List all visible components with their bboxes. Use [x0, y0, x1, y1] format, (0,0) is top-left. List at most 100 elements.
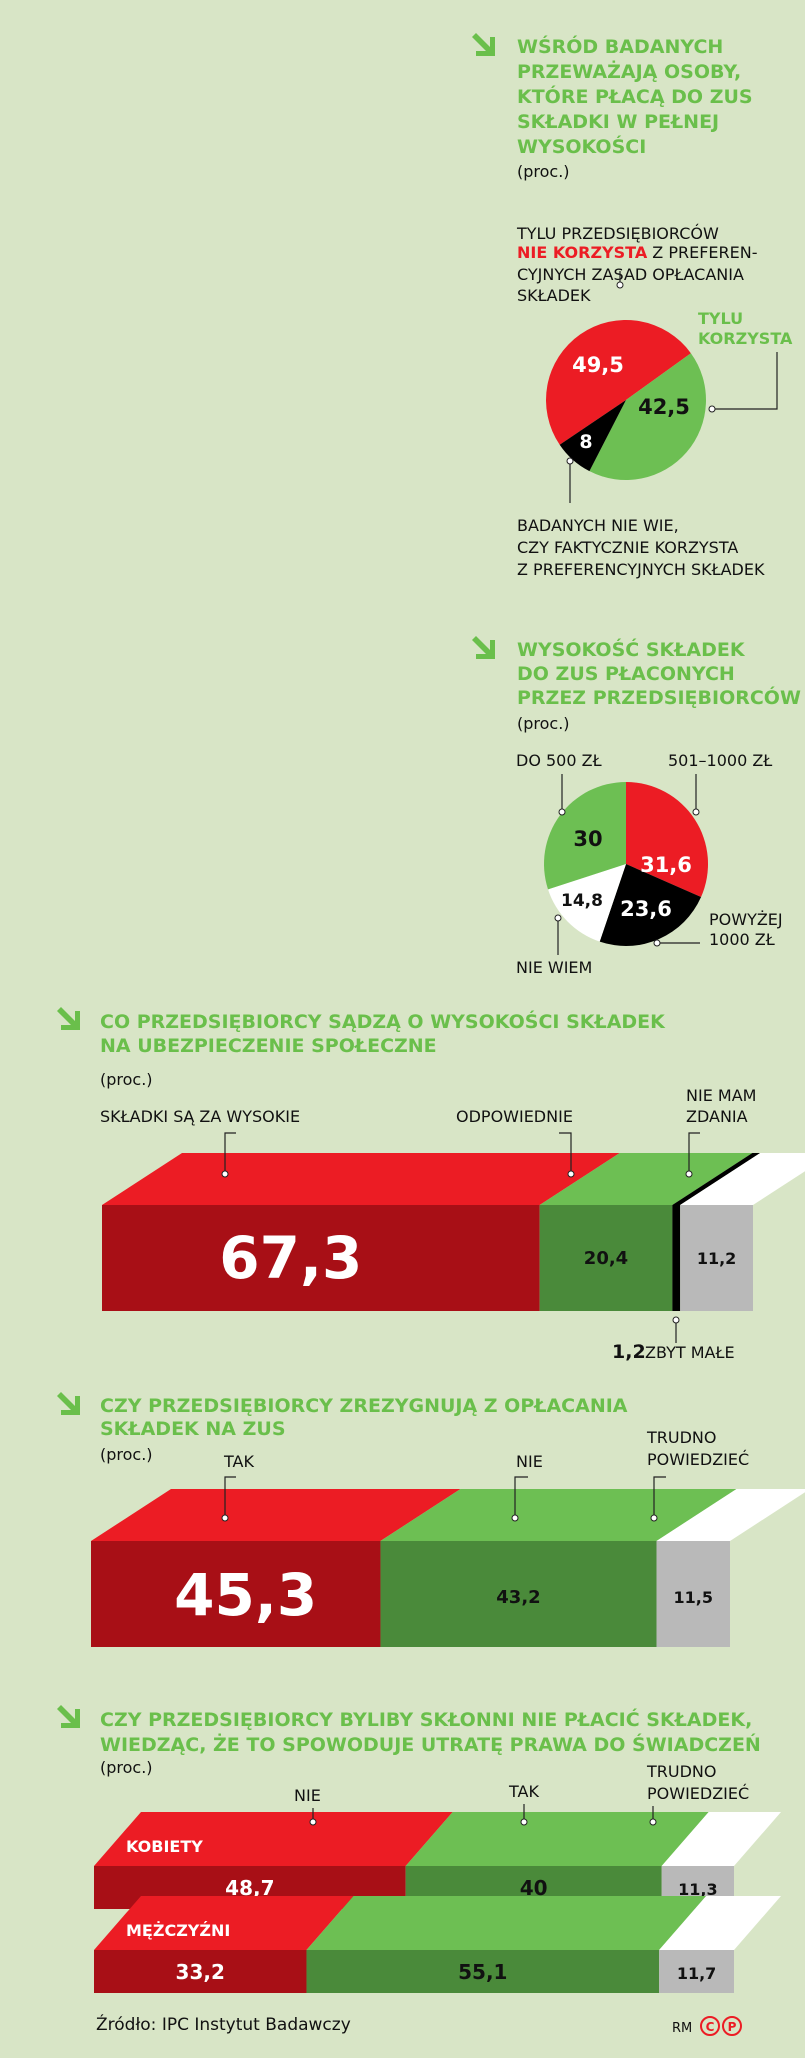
- chart5-title: CZY PRZEDSIĘBIORCY BYLIBY SKŁONNI NIE PŁ…: [100, 1707, 761, 1756]
- chart3-unit: (proc.): [100, 1070, 153, 1089]
- arrow-down-right-icon: [472, 636, 495, 659]
- svg-text:KORZYSTA: KORZYSTA: [698, 329, 793, 348]
- pie1-dot-using: [708, 405, 716, 413]
- bar-top-face-2: [659, 1896, 781, 1950]
- svg-text:KTÓRE PŁACĄ DO ZUS: KTÓRE PŁACĄ DO ZUS: [517, 84, 753, 108]
- chart3-label-no-opinion: NIE MAM: [686, 1086, 756, 1105]
- bar-segment-1: [380, 1541, 657, 1647]
- pie-slice-1: [589, 353, 707, 481]
- pie2-value-label-2: 14,8: [561, 891, 603, 911]
- svg-text:NA UBEZPIECZENIE SPOŁECZNE: NA UBEZPIECZENIE SPOŁECZNE: [100, 1035, 437, 1057]
- chart5-bar-0: [94, 1812, 781, 1909]
- svg-text:CO PRZEDSIĘBIORCY SĄDZĄ O WYSO: CO PRZEDSIĘBIORCY SĄDZĄ O WYSOKOŚCI SKŁA…: [100, 1009, 666, 1033]
- chart4-dot-yes: [221, 1514, 229, 1522]
- chart5-value-label-1-2: 11,7: [677, 1964, 716, 1983]
- chart3-label-adequate: ODPOWIEDNIE: [456, 1107, 573, 1126]
- pie-slice-0: [626, 782, 709, 898]
- pie1-value-label-0: 49,5: [572, 353, 624, 377]
- chart4-value-label-1: 43,2: [496, 1587, 540, 1608]
- pie2-dot-up-to-500: [558, 808, 566, 816]
- chart3-value-label-2: 1,2: [612, 1341, 646, 1363]
- arrow-down-right-icon: [57, 1392, 80, 1415]
- pie-slice-1: [599, 864, 702, 946]
- chart3-leader-no-opinion: [688, 1132, 700, 1174]
- chart4-leader-no: [514, 1476, 528, 1518]
- svg-text:CZY PRZEDSIĘBIORCY ZREZYGNUJĄ: CZY PRZEDSIĘBIORCY ZREZYGNUJĄ Z OPŁACANI…: [100, 1395, 628, 1417]
- svg-text:WIEDZĄC, ŻE TO SPOWODUJE UTRAT: WIEDZĄC, ŻE TO SPOWODUJE UTRATĘ PRAWA DO…: [100, 1732, 761, 1756]
- pie2-label-dont-know: NIE WIEM: [516, 958, 592, 977]
- pie2-label-up-to-500: DO 500 ZŁ: [516, 751, 602, 770]
- author-credit: RM: [672, 2021, 692, 2036]
- bar-top-face-0: [91, 1489, 461, 1541]
- svg-text:SKŁADEK NA ZUS: SKŁADEK NA ZUS: [100, 1418, 286, 1440]
- svg-text:WŚRÓD BADANYCH: WŚRÓD BADANYCH: [517, 34, 723, 58]
- svg-text:WYSOKOŚCI: WYSOKOŚCI: [517, 134, 646, 158]
- pie2-label-501-1000: 501–1000 ZŁ: [668, 751, 772, 770]
- bar-segment-1: [539, 1205, 673, 1311]
- bar-segment-1: [306, 1950, 660, 1993]
- chart4-leader-hard-to-say: [653, 1476, 666, 1518]
- bar-top-face-0: [102, 1153, 620, 1205]
- bar-top-face-1: [405, 1812, 709, 1866]
- bar-segment-3: [680, 1205, 753, 1311]
- bar-top-face-2: [672, 1153, 761, 1205]
- pie1-dot-dont-know: [566, 457, 574, 465]
- bar-top-face-3: [680, 1153, 805, 1205]
- chart4-label-yes: TAK: [223, 1452, 254, 1471]
- chart5-value-label-0-2: 11,3: [678, 1880, 717, 1899]
- bar-top-face-0: [94, 1896, 354, 1950]
- chart4-bar: [91, 1489, 805, 1647]
- bar-top-face-2: [661, 1812, 781, 1866]
- chart5-category-label-1: TAK: [508, 1782, 539, 1801]
- chart5-bar-1: [94, 1896, 781, 1993]
- bar-segment-2: [659, 1950, 734, 1993]
- chart5-dot-1: [520, 1818, 528, 1826]
- chart3-dot-no-opinion: [685, 1170, 693, 1178]
- chart3-dot-too-high: [221, 1170, 229, 1178]
- chart3-dot-adequate: [567, 1170, 575, 1178]
- svg-text:Z PREFERENCYJNYCH SKŁADEK: Z PREFERENCYJNYCH SKŁADEK: [517, 560, 765, 579]
- chart3-dot-too-low: [672, 1316, 680, 1324]
- bar-top-face-1: [380, 1489, 737, 1541]
- pie2-value-label-3: 30: [573, 827, 602, 851]
- chart3-bar: [102, 1153, 805, 1311]
- bar-top-face-1: [539, 1153, 753, 1205]
- chart1-unit: (proc.): [517, 162, 570, 181]
- chart5-unit: (proc.): [100, 1758, 153, 1777]
- pie1-dot-not-using: [616, 281, 624, 289]
- pie2-label-above-1000: POWYŻEJ: [709, 910, 783, 929]
- chart4-label-no: NIE: [516, 1452, 543, 1471]
- chart4-title: CZY PRZEDSIĘBIORCY ZREZYGNUJĄ Z OPŁACANI…: [100, 1395, 628, 1440]
- pie2-dot-501-1000: [692, 808, 700, 816]
- chart3-value-label-0: 67,3: [219, 1224, 362, 1292]
- pie1-callout-not-using: TYLU PRZEDSIĘBIORCÓW: [516, 224, 719, 243]
- pie1-value-label-1: 42,5: [638, 395, 690, 419]
- svg-text:PRZEWAŻAJĄ OSOBY,: PRZEWAŻAJĄ OSOBY,: [517, 59, 741, 83]
- bar-segment-2: [656, 1541, 730, 1647]
- bar-segment-0: [102, 1205, 540, 1311]
- chart5-series-label-1: MĘŻCZYŹNI: [126, 1921, 230, 1940]
- svg-text:DO ZUS PŁACONYCH: DO ZUS PŁACONYCH: [517, 663, 735, 685]
- chart4-dot-hard-to-say: [650, 1514, 658, 1522]
- pie1: [545, 319, 707, 481]
- chart4-unit: (proc.): [100, 1445, 153, 1464]
- pie-slice-2: [559, 400, 626, 472]
- chart5-value-label-1-1: 55,1: [458, 1960, 507, 1984]
- pie1-value-label-2: 8: [579, 431, 592, 453]
- svg-text:P: P: [728, 2020, 737, 2034]
- chart5-category-label-0: NIE: [294, 1786, 321, 1805]
- bar-segment-0: [91, 1541, 381, 1647]
- chart4-label-hard-to-say: TRUDNO: [646, 1428, 716, 1447]
- chart2-unit: (proc.): [517, 714, 570, 733]
- arrow-down-right-icon: [57, 1705, 80, 1728]
- copyright-p-icon: P: [722, 2016, 742, 2036]
- pie-slice-0: [545, 319, 691, 445]
- svg-text:PRZEZ PRZEDSIĘBIORCÓW: PRZEZ PRZEDSIĘBIORCÓW: [517, 685, 801, 709]
- chart3-label-too-high: SKŁADKI SĄ ZA WYSOKIE: [100, 1107, 300, 1126]
- chart5-value-label-1-0: 33,2: [176, 1960, 225, 1984]
- svg-text:SKŁADKI W PEŁNEJ: SKŁADKI W PEŁNEJ: [517, 111, 719, 133]
- pie1-leader-using: [712, 352, 778, 410]
